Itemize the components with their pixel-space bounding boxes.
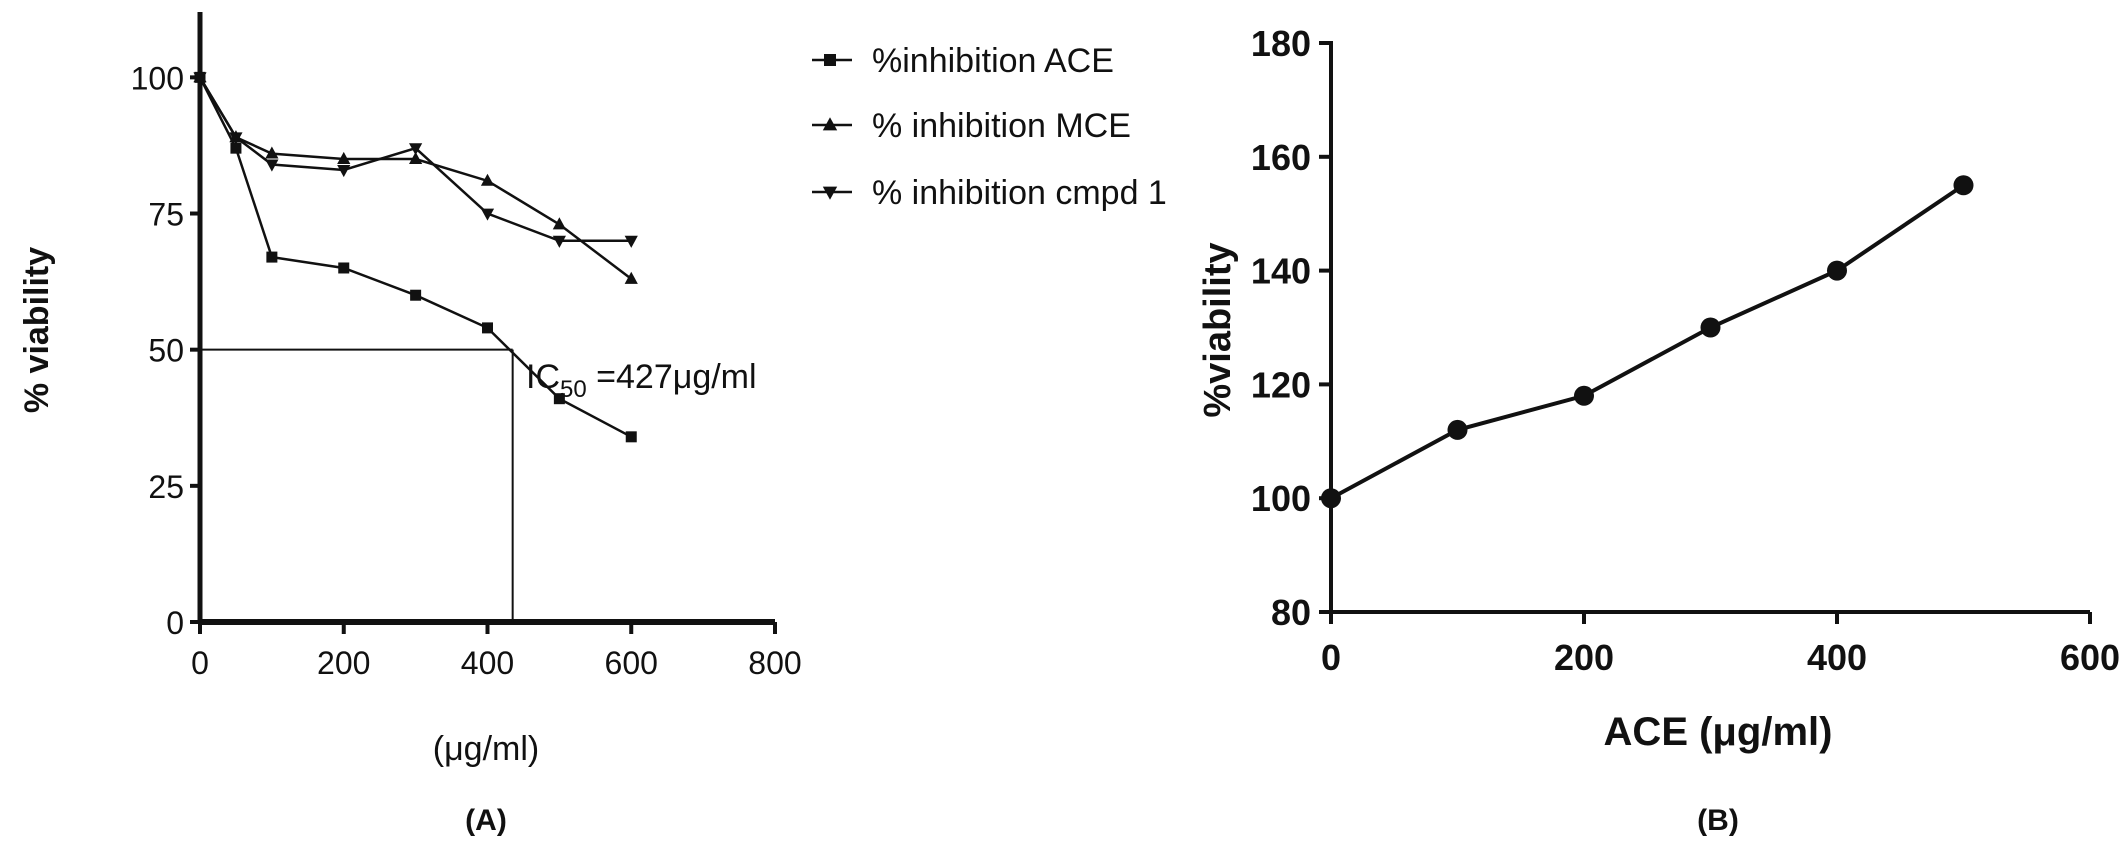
- legend-label-3: % inhibition cmpd 1: [872, 174, 1167, 212]
- panel-a-y-tick-label: 0: [166, 605, 184, 641]
- panel-a-point-s1: [338, 262, 350, 274]
- panel-b-point: [1574, 385, 1594, 406]
- panel-b-y-tick-label: 140: [1251, 251, 1311, 292]
- panel-b-point: [1953, 175, 1974, 196]
- panel-b-point: [1827, 260, 1847, 281]
- panel-a-x-axis-label: (μg/ml): [433, 730, 539, 768]
- panel-a-point-s2: [480, 173, 495, 186]
- panel-b-y-tick-label: 80: [1271, 592, 1311, 633]
- panel-b-y-tick-label: 100: [1251, 478, 1311, 519]
- panel-b-point: [1700, 317, 1721, 338]
- legend-marker-2: [822, 117, 838, 131]
- panel-b-point: [1447, 419, 1468, 440]
- panel-a-x-tick-label: 0: [191, 645, 209, 681]
- legend-marker-3: [822, 186, 838, 200]
- panel-b-y-tick-label: 120: [1251, 364, 1311, 405]
- panel-b-tick-labels: 80 100 120 140 160 180 0 200 400 600: [1251, 23, 2120, 678]
- panel-a-y-tick-label: 25: [148, 469, 184, 505]
- panel-a-point-s3: [624, 235, 638, 248]
- panel-a-point-s3: [265, 159, 279, 172]
- panel-a-x-tick-label: 400: [461, 645, 514, 681]
- panel-b-x-axis-label: ACE (μg/ml): [1604, 710, 1833, 754]
- legend-marker-1: [824, 54, 836, 66]
- panel-a-point-s1: [266, 251, 278, 263]
- panel-a-point-s2: [337, 151, 351, 165]
- panel-a-point-s3: [193, 72, 207, 85]
- panel-a-ic50-reference-lines: [200, 348, 514, 622]
- panel-a-y-tick-label: 100: [131, 60, 184, 96]
- legend-label-2: % inhibition MCE: [872, 107, 1131, 145]
- panel-b-series: [1321, 175, 1974, 509]
- panel-b-y-tick-label: 160: [1251, 137, 1311, 178]
- panel-a-label: (A): [465, 804, 507, 837]
- panel-b-chart: 80 100 120 140 160 180 0 200 400 600 %viability A…: [1197, 23, 2120, 837]
- panel-a-point-s1: [553, 393, 565, 405]
- panel-a-y-tick-label: 50: [148, 333, 184, 369]
- panel-b-y-tick-label: 180: [1251, 23, 1311, 64]
- panel-b-series-line: [1330, 183, 1965, 500]
- panel-a-series-line-1: [198, 76, 632, 438]
- panel-b-label: (B): [1697, 804, 1739, 837]
- panel-a-x-tick-label: 200: [317, 645, 370, 681]
- panel-a-series: [193, 70, 638, 443]
- panel-a-tick-labels: 0 25 50 75 100 0 200 400 600 800: [131, 60, 802, 681]
- panel-a-point-s3: [229, 132, 243, 145]
- panel-a-y-axis-label: % viability: [18, 247, 56, 413]
- legend-label-1: %inhibition ACE: [872, 42, 1114, 80]
- panel-b-y-axis-label: %viability: [1197, 242, 1239, 417]
- panel-a-point-s2: [265, 146, 279, 159]
- panel-a-chart: 0 25 50 75 100 0 200 400 600 800 IC50 =427μg/ml %…: [18, 12, 1167, 837]
- panel-a-point-s2: [624, 271, 638, 284]
- panel-a-point-s3: [409, 143, 423, 156]
- panel-a-x-tick-label: 800: [748, 645, 801, 681]
- panel-b-x-tick-label: 600: [2060, 637, 2120, 678]
- panel-b-x-tick-label: 400: [1807, 637, 1867, 678]
- panel-a-point-s1: [482, 322, 493, 334]
- panel-a-point-s3: [337, 164, 351, 178]
- panel-a-series-line-3: [198, 76, 632, 242]
- panel-a-axes: [190, 12, 777, 634]
- panel-a-x-tick-label: 600: [605, 645, 658, 681]
- panel-a-point-s3: [552, 235, 566, 248]
- panel-a-point-s1: [625, 431, 637, 443]
- panel-b-axes: [1319, 41, 2092, 624]
- panel-a-point-s1: [230, 142, 242, 154]
- panel-a-y-tick-label: 75: [148, 197, 184, 233]
- panel-b-x-tick-label: 200: [1554, 637, 1614, 678]
- panel-a-series-line-2: [198, 76, 633, 280]
- panel-a-point-s2: [552, 217, 566, 230]
- panel-a-point-s1: [410, 289, 422, 301]
- panel-a-point-s2: [409, 151, 423, 165]
- panel-b-x-tick-label: 0: [1321, 637, 1341, 678]
- panel-b-point: [1321, 488, 1341, 509]
- panel-a-ic50-annotation: IC50 =427μg/ml: [526, 358, 757, 403]
- panel-a-point-s3: [480, 208, 495, 221]
- panel-a-legend: %inhibition ACE % inhibition MCE % inhibit…: [812, 42, 1167, 212]
